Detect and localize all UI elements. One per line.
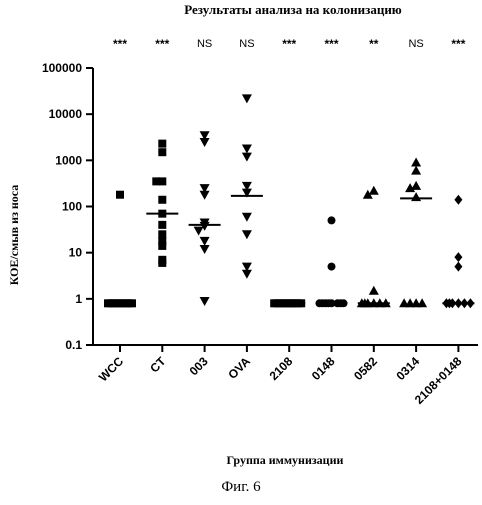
y-ticks: 0.1 1 10 100 1000 10000 100000 (42, 61, 93, 352)
x-category-label: 0582 (351, 354, 380, 383)
y-tick-label: 100 (62, 200, 82, 214)
data-point (199, 296, 210, 306)
data-point (399, 298, 410, 308)
data-point (158, 148, 167, 157)
data-point (368, 185, 379, 195)
y-tick-label: 100000 (42, 61, 82, 75)
x-category-label: 0148 (309, 354, 338, 383)
x-axis-label: Группа иммунизации (227, 453, 344, 467)
y-axis-label: КОЕ/смыв из носа (7, 185, 21, 286)
data-point (199, 184, 210, 194)
y-tick-label: 0.1 (65, 338, 82, 352)
significance-labels: *** *** NS NS *** *** ** NS *** (113, 37, 466, 51)
data-point (405, 183, 416, 193)
data-point (199, 190, 210, 200)
data-point (454, 194, 463, 205)
data-point (199, 236, 210, 246)
data-point (362, 189, 373, 199)
y-tick-label: 10000 (49, 107, 83, 121)
data-points (104, 94, 475, 309)
significance-label: *** (324, 37, 338, 51)
data-point (327, 216, 336, 225)
x-category-label: WCC (96, 354, 126, 384)
x-category-label: 003 (187, 354, 211, 378)
significance-label: *** (451, 37, 465, 51)
data-point (241, 230, 252, 240)
data-point (411, 180, 422, 190)
y-tick-label: 1000 (55, 153, 82, 167)
data-point (199, 245, 210, 255)
data-point (241, 181, 252, 191)
x-category-label: CT (147, 354, 169, 376)
data-point (199, 137, 210, 147)
data-point (454, 252, 463, 263)
data-point (193, 226, 204, 236)
data-point (158, 139, 167, 148)
significance-label: *** (155, 37, 169, 51)
data-point (158, 241, 167, 250)
data-point (158, 230, 167, 239)
data-point (241, 262, 252, 272)
data-point (241, 212, 252, 222)
data-point (116, 190, 124, 199)
significance-label: NS (197, 38, 212, 50)
data-point (241, 188, 252, 198)
significance-label: *** (282, 37, 296, 51)
data-point (152, 177, 161, 186)
significance-label: NS (408, 38, 423, 50)
x-category-label: OVA (225, 354, 253, 382)
data-point (158, 258, 167, 267)
median-lines (104, 194, 475, 305)
significance-label: *** (113, 37, 127, 51)
data-point (417, 298, 428, 308)
significance-label: ** (369, 37, 379, 51)
data-point (158, 220, 167, 229)
data-point (368, 285, 379, 295)
y-tick-label: 10 (69, 246, 83, 260)
data-point (411, 165, 422, 175)
x-category-label: 0314 (393, 354, 422, 383)
data-point (327, 262, 336, 271)
chart-title: Результаты анализа на колонизацию (184, 2, 402, 17)
data-point (454, 261, 463, 272)
data-point (241, 152, 252, 162)
data-point (241, 94, 252, 104)
x-category-label: 2108 (267, 354, 296, 383)
data-point (241, 269, 252, 279)
y-tick-label: 1 (75, 292, 82, 306)
data-point (158, 177, 167, 186)
data-point (411, 157, 422, 167)
data-point (411, 192, 422, 202)
data-point (158, 195, 167, 204)
data-point (158, 236, 167, 245)
significance-label: NS (239, 38, 254, 50)
data-point (241, 144, 252, 154)
figure-caption: Фиг. 6 (221, 479, 261, 495)
data-point (199, 131, 210, 141)
